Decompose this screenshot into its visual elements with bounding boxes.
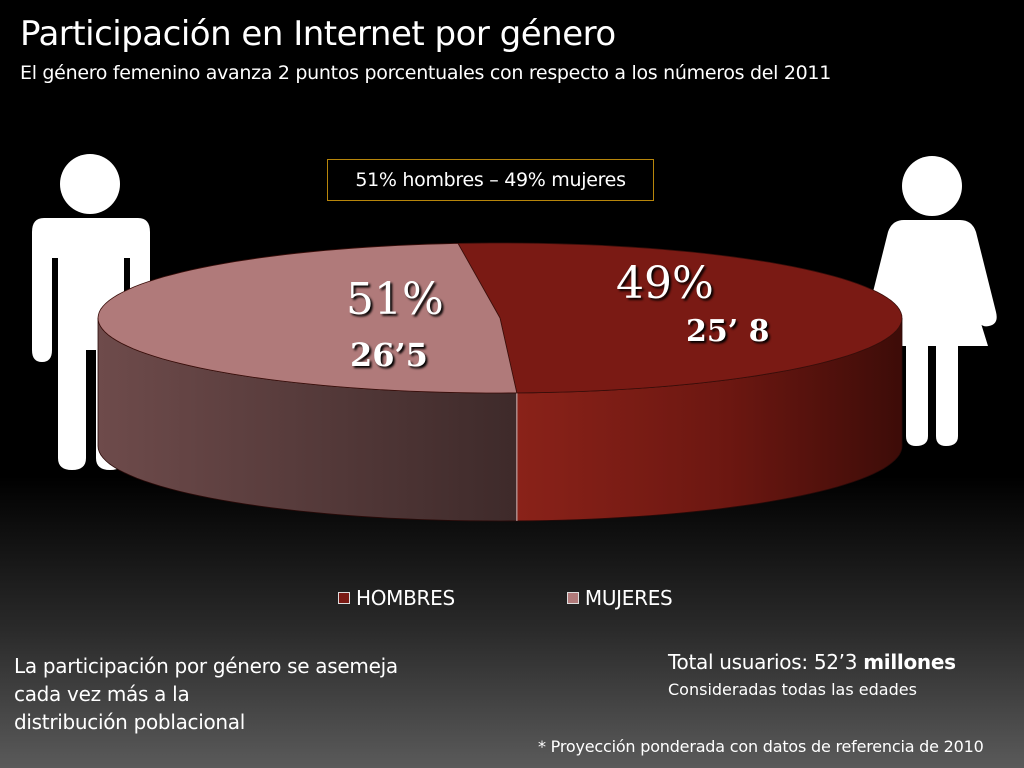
slice-value-label-mujeres: 25’ 8	[686, 314, 770, 349]
legend-item-hombres: HOMBRES	[338, 586, 455, 610]
legend-item-mujeres: MUJERES	[566, 586, 673, 610]
chart-legend: HOMBRES MUJERES	[338, 586, 673, 610]
pie-chart	[97, 242, 903, 522]
slice-percent-label-hombres: 51%	[346, 274, 444, 325]
pie-slice-mujeres	[97, 242, 518, 394]
legend-label-mujeres: MUJERES	[584, 586, 673, 610]
pie-slice-hombres	[457, 242, 903, 394]
footnote: * Proyección ponderada con datos de refe…	[538, 737, 984, 756]
page-title: Participación en Internet por género	[20, 14, 616, 54]
total-users-value: Total usuarios: 52’3	[668, 650, 858, 674]
page-subtitle: El género femenino avanza 2 puntos porce…	[20, 62, 832, 84]
legend-swatch-hombres	[338, 592, 350, 604]
distribution-note-line-1: La participación por género se asemeja	[14, 654, 398, 678]
total-users: Total usuarios: 52’3 millones	[668, 650, 956, 674]
legend-label-hombres: HOMBRES	[356, 586, 455, 610]
distribution-note-line-2: cada vez más a la	[14, 682, 190, 706]
slice-percent-label-mujeres: 49%	[616, 258, 714, 309]
legend-swatch-mujeres	[566, 592, 579, 604]
total-users-unit: millones	[863, 650, 956, 674]
distribution-note-line-3: distribución poblacional	[14, 710, 246, 734]
total-users-subtitle: Consideradas todas las edades	[668, 680, 917, 699]
distribution-note: La participación por género se asemeja c…	[14, 652, 444, 736]
summary-box: 51% hombres – 49% mujeres	[327, 159, 654, 201]
slice-value-label-hombres: 26’5	[350, 336, 428, 374]
woman-icon	[867, 156, 997, 446]
